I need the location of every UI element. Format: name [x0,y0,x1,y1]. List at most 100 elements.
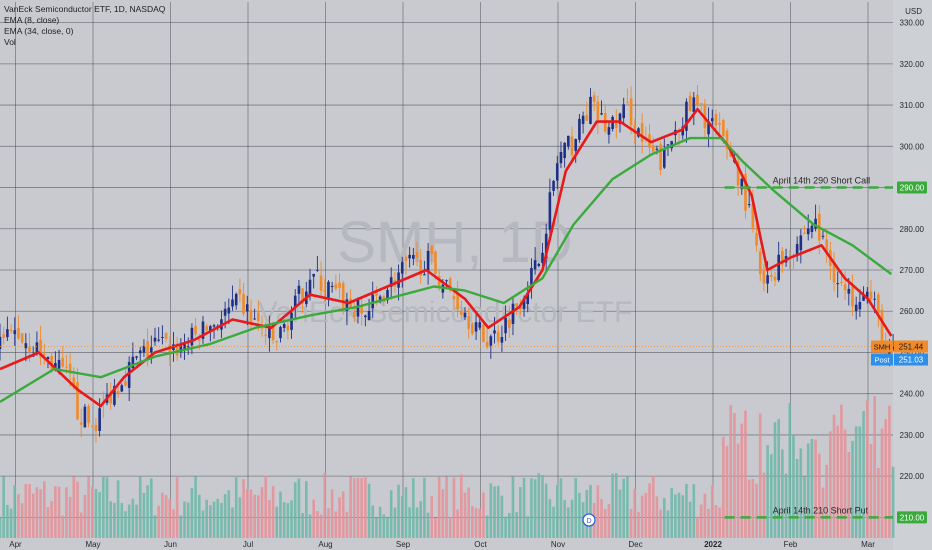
candle-body [714,114,718,126]
candle-body [781,250,784,265]
volume-bar [799,448,803,538]
candle-body [146,341,149,357]
volume-bar [323,473,327,538]
volume-bar [87,476,90,538]
price-tick-label: 250.00 [900,348,925,357]
level-price-tag-label: 290.00 [900,184,925,193]
candle-body [537,263,541,267]
volume-bar [341,491,345,538]
volume-bar [515,512,518,538]
dividend-event-label: D [586,518,591,525]
x-tick-label: Aug [318,540,332,549]
candle-body [109,391,113,404]
volume-bar [865,400,869,538]
candle-body [541,252,544,263]
candle-body [533,260,537,270]
indicator-ema-slow-label[interactable]: EMA (34, close, 0) [4,26,74,36]
candle-body [633,125,637,134]
candle-body [131,356,135,369]
candle-body [655,148,659,150]
candle-body [445,280,448,282]
candle-body [79,422,83,425]
candle-body [474,322,478,332]
candle-body [234,293,238,306]
volume-bar [31,493,35,538]
candle-body [46,357,50,360]
candle-body [20,333,24,343]
candle-body [150,347,153,353]
volume-bar [762,472,766,538]
candle-body [814,218,817,229]
x-tick-label: Jun [164,540,177,549]
short-put-label: April 14th 210 Short Put [773,505,869,515]
candle-body [197,338,201,341]
volume-bar [17,494,20,538]
candle-body [460,310,463,315]
volume-bar [456,509,459,538]
candle-body [61,357,65,367]
candle-body [707,121,710,135]
price-tick-label: 270.00 [900,266,925,275]
volume-bar [692,484,696,538]
candle-body [231,299,234,307]
volume-bar [463,492,467,538]
candle-body [183,343,186,349]
candle-body [485,341,489,348]
candle-body [50,356,53,370]
candle-body [194,326,197,335]
candle-body [161,336,164,338]
volume-bar [234,477,238,538]
volume-bar [574,478,578,538]
volume-bar [90,487,94,538]
volume-bar [862,410,865,538]
volume-bar [76,481,79,538]
candle-body [865,291,869,299]
candle-body [880,309,884,344]
volume-bar [408,507,411,538]
volume-bar [452,477,456,538]
candle-body [618,113,622,124]
volume-bar [500,495,504,538]
volume-bar [65,487,68,538]
volume-bar [153,515,157,538]
dividend-event-icon[interactable] [582,513,596,527]
candle-body [877,294,880,314]
x-tick-label: Mar [861,540,875,549]
candle-body [467,316,470,329]
candle-body [722,120,725,137]
volume-bar [640,495,644,538]
candle-body [640,122,644,142]
x-tick-label: Oct [474,540,487,549]
watermark-name: VanEck Semiconductor ETF [258,296,633,329]
candle-body [574,139,578,151]
volume-bar [788,402,792,538]
volume-bar [138,475,142,538]
candle-body [615,122,618,128]
indicator-volume-label[interactable]: Vol [4,37,16,47]
candle-body [762,269,766,284]
candle-body [389,277,393,287]
volume-bar [116,480,120,538]
candle-body [39,339,42,358]
candle-body [164,332,168,339]
volume-bar [42,481,46,538]
volume-bar [13,485,17,538]
volume-bar [349,476,352,538]
volume-bar [356,477,360,538]
candle-body [773,276,777,281]
volume-bar [485,515,489,538]
volume-bar [83,494,87,538]
candle-body [430,245,434,255]
candle-body [319,275,323,291]
volume-bar [367,483,371,538]
candle-body [293,295,297,308]
x-tick-label: Sep [396,540,411,549]
indicator-ema-fast-label[interactable]: EMA (8, close) [4,15,60,25]
candle-body [415,251,419,258]
candle-body [271,324,275,341]
candle-body [589,96,592,124]
volume-bar [703,493,707,538]
